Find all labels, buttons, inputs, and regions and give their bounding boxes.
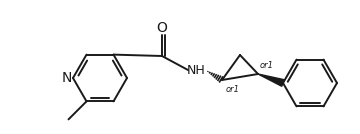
Polygon shape <box>258 74 284 86</box>
Text: N: N <box>62 71 72 85</box>
Text: O: O <box>157 21 167 35</box>
Text: or1: or1 <box>226 85 240 94</box>
Text: or1: or1 <box>260 60 274 70</box>
Text: NH: NH <box>186 64 205 77</box>
